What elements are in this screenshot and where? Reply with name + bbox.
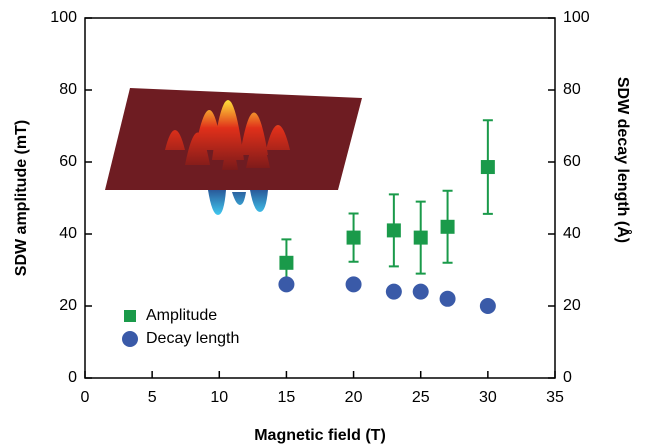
x-tick-label: 20 <box>345 389 363 406</box>
y-axis-title: SDW amplitude (mT) <box>13 120 30 276</box>
plot-frame <box>84 17 556 379</box>
marker <box>413 230 428 245</box>
marker <box>345 276 362 293</box>
x-axis-title: Magnetic field (T) <box>254 427 386 444</box>
y-tick-label: 80 <box>59 81 77 98</box>
x-tick-label: 0 <box>81 389 90 406</box>
y2-axis-title: SDW decay length (Å) <box>614 77 633 243</box>
x-tick-label: 25 <box>412 389 430 406</box>
marker <box>278 276 295 293</box>
y2-tick-label: 20 <box>563 297 581 314</box>
inset-surface <box>105 88 362 215</box>
x-tick-label: 35 <box>546 389 564 406</box>
y-tick-label: 20 <box>59 297 77 314</box>
x-tick-label: 10 <box>210 389 228 406</box>
x-tick-label: 30 <box>479 389 497 406</box>
y-tick-label: 100 <box>50 9 77 26</box>
legend-marker <box>124 310 136 322</box>
x-tick-label: 5 <box>148 389 157 406</box>
legend-label: Amplitude <box>146 307 217 324</box>
marker <box>279 255 294 270</box>
marker <box>385 283 402 300</box>
marker <box>439 290 456 307</box>
x-tick-label: 15 <box>278 389 296 406</box>
marker <box>480 160 495 175</box>
marker <box>440 219 455 234</box>
y2-tick-label: 60 <box>563 153 581 170</box>
y2-tick-label: 0 <box>563 369 572 386</box>
y2-tick-label: 80 <box>563 81 581 98</box>
marker <box>412 283 429 300</box>
marker <box>479 298 496 314</box>
y2-tick-label: 100 <box>563 9 590 26</box>
y2-tick-label: 40 <box>563 225 581 242</box>
marker <box>386 223 401 238</box>
y-tick-label: 0 <box>68 369 77 386</box>
legend-label: Decay length <box>146 330 239 347</box>
marker <box>346 230 361 245</box>
y-tick-label: 40 <box>59 225 77 242</box>
y-tick-label: 60 <box>59 153 77 170</box>
legend-marker <box>122 331 138 347</box>
